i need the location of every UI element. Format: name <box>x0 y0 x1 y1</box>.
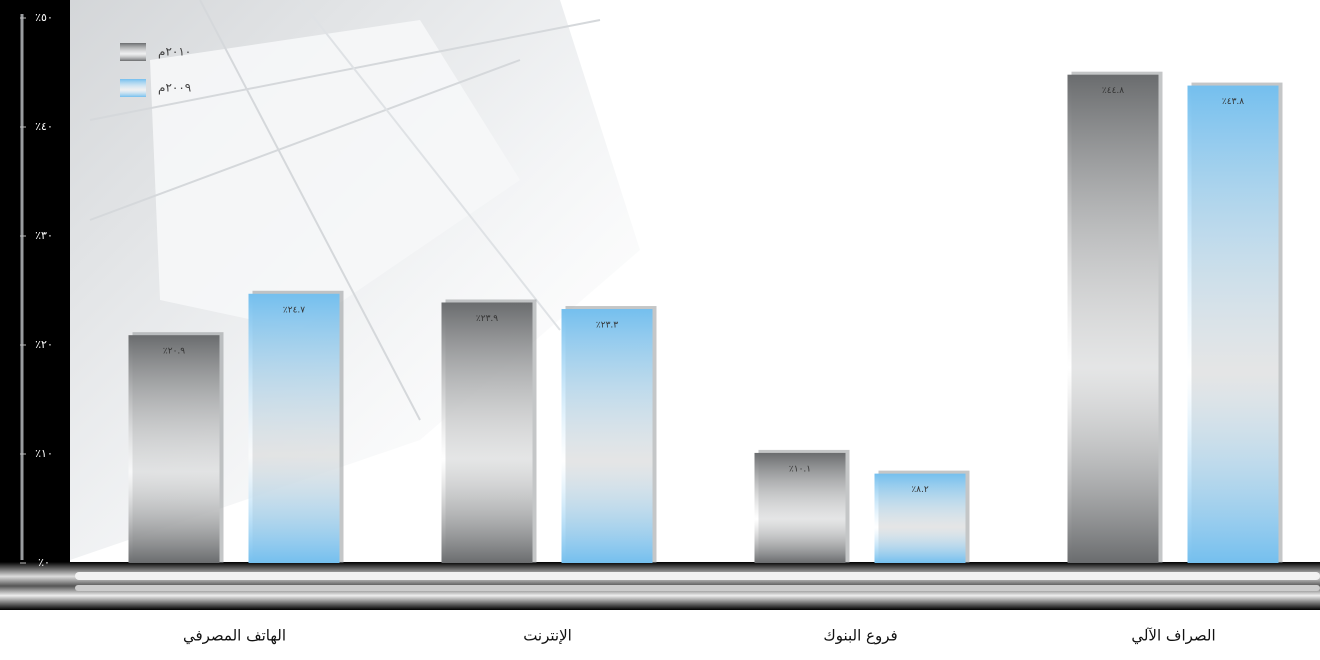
x-tick-label: الإنترنت <box>523 627 572 645</box>
value-label: ٪٨.٢ <box>911 485 929 495</box>
y-tick-label: ٪٥٠ <box>35 11 53 24</box>
x-tick-label: فروع البنوك <box>823 627 897 645</box>
value-label: ٪٤٣.٨ <box>1222 97 1244 107</box>
bar <box>128 335 220 563</box>
value-label: ٪٤٤.٨ <box>1102 86 1124 96</box>
value-label: ٪٢٤.٧ <box>283 305 305 315</box>
value-label: ٪٢٠.٩ <box>163 347 185 357</box>
bar <box>754 452 846 563</box>
base-highlight <box>75 572 1320 580</box>
y-axis-band <box>0 0 70 575</box>
y-tick-label: ٪٢٠ <box>35 338 53 351</box>
y-tick-label: ٪٠ <box>38 556 50 569</box>
bar <box>561 309 653 563</box>
bar <box>248 293 340 563</box>
bar <box>874 473 966 563</box>
value-label: ٪٢٣.٣ <box>596 321 618 331</box>
x-tick-label: الصراف الآلي <box>1131 627 1215 646</box>
value-label: ٪١٠.١ <box>789 464 811 474</box>
bar <box>1067 74 1159 564</box>
base-highlight <box>75 585 1320 591</box>
bar <box>1187 85 1279 563</box>
legend-label: ٢٠١٠م <box>158 45 191 59</box>
y-tick-label: ٪١٠ <box>35 447 53 460</box>
y-tick-label: ٪٤٠ <box>35 120 53 133</box>
y-tick-label: ٪٣٠ <box>35 229 53 242</box>
legend-swatch <box>120 43 146 61</box>
legend-label: ٢٠٠٩م <box>158 81 191 95</box>
value-label: ٪٢٣.٩ <box>476 314 498 324</box>
x-tick-label: الهاتف المصرفي <box>183 627 286 646</box>
bar <box>441 302 533 563</box>
legend-swatch <box>120 79 146 97</box>
